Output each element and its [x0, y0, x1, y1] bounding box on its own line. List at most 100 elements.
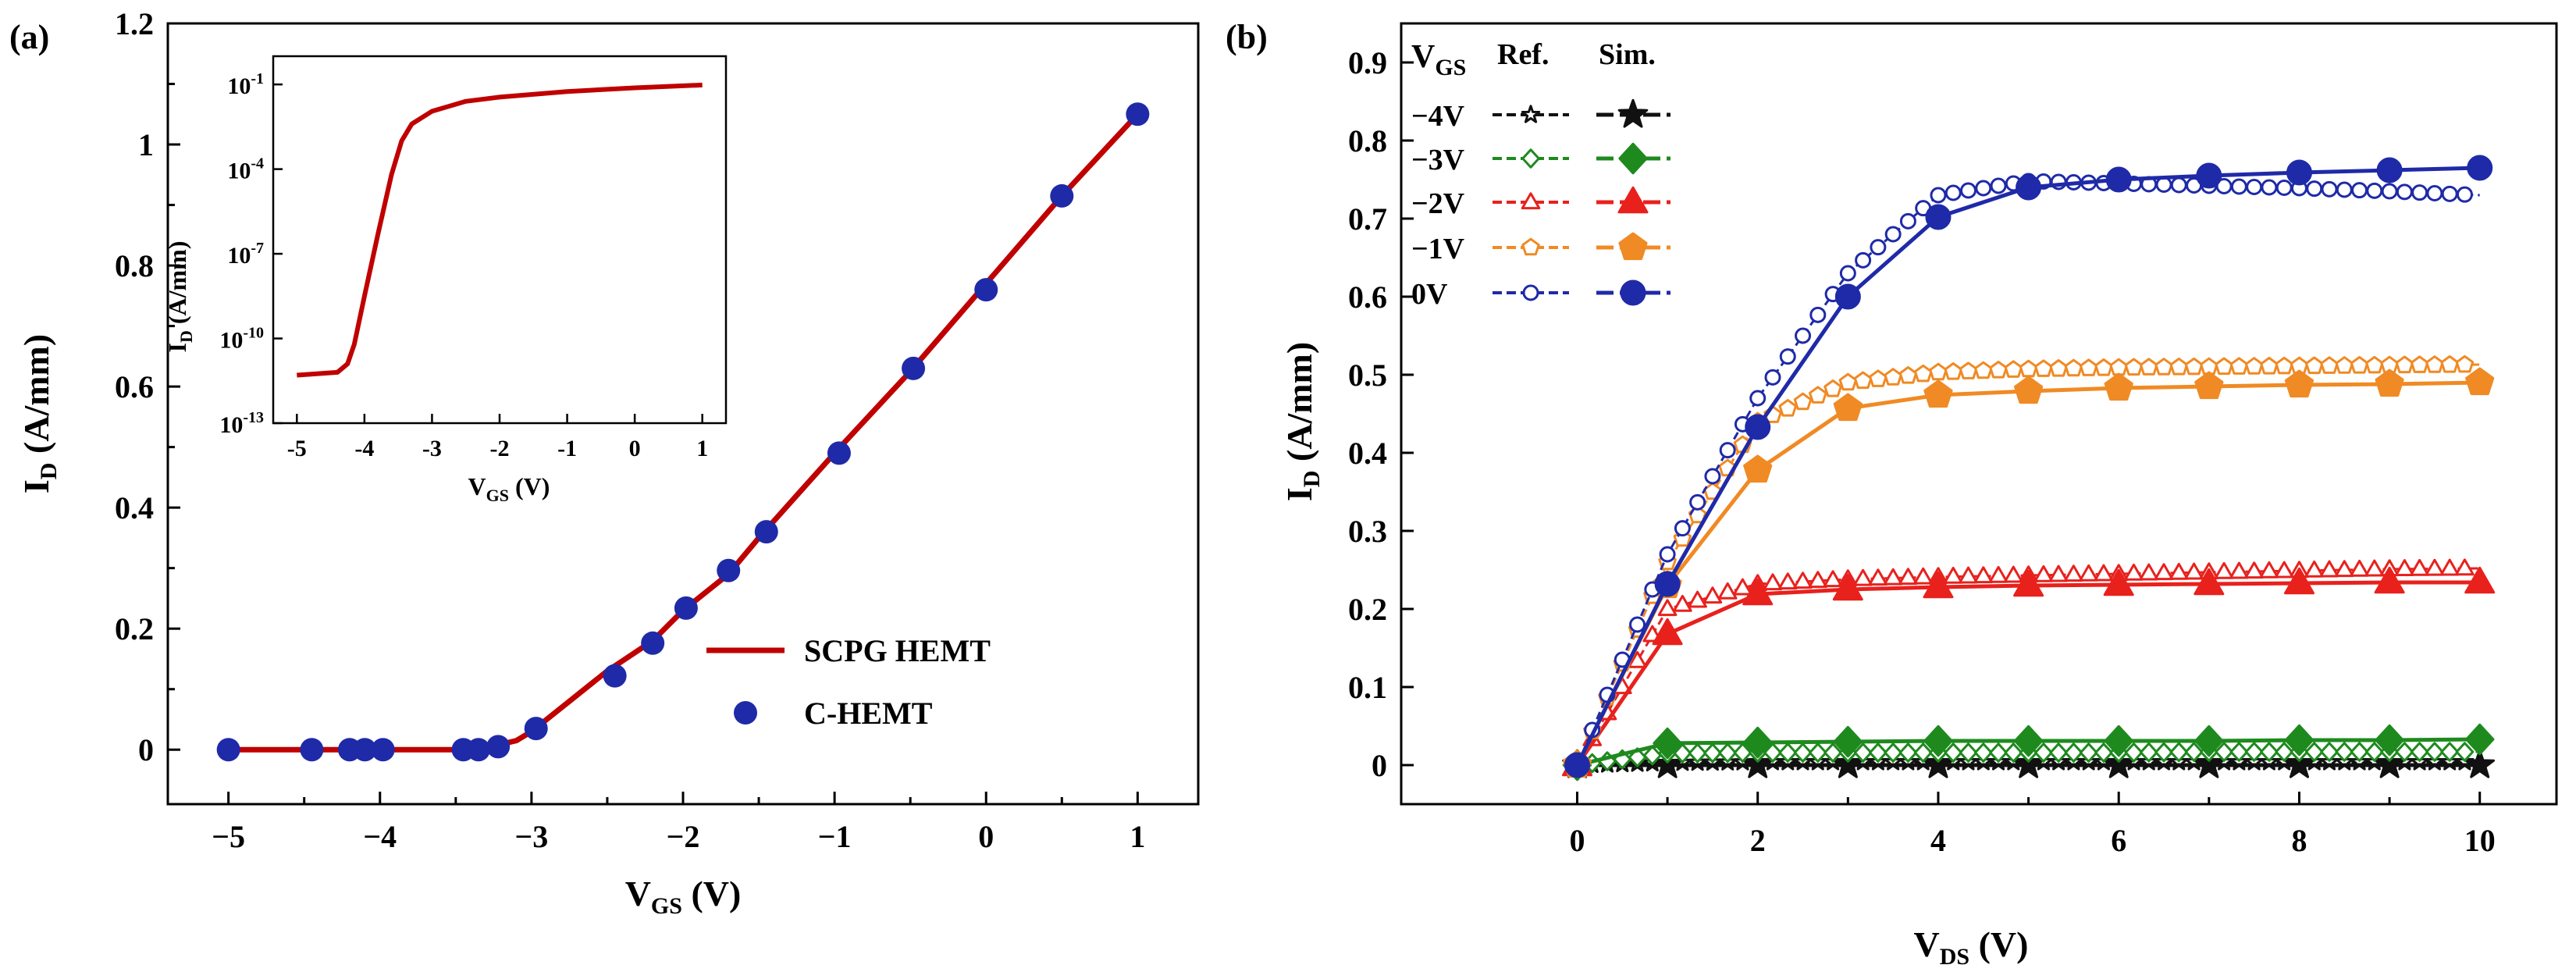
legend-marker-c-hemt	[734, 701, 757, 725]
inset-x-tick-label: 0	[629, 436, 641, 461]
reference-point-m3V	[1643, 745, 1662, 766]
reference-point-m2V	[1673, 594, 1692, 612]
reference-point-0V	[2261, 179, 2278, 196]
reference-point-m1V	[1944, 362, 1962, 380]
reference-point-m2V	[1628, 650, 1647, 668]
simulation-point-m2V	[1742, 578, 1774, 606]
reference-point-m1V	[1989, 361, 2008, 379]
reference-point-m3V	[2425, 742, 2444, 762]
data-point-c-hemt	[524, 717, 548, 741]
data-point-c-hemt	[1050, 183, 1074, 208]
reference-point-m2V	[2124, 563, 2144, 581]
reference-point-0V	[1674, 520, 1691, 537]
data-point-c-hemt	[674, 596, 698, 620]
reference-point-m3V	[2320, 742, 2339, 762]
simulation-point-m4V	[2013, 749, 2044, 778]
simulation-point-m1V	[1923, 379, 1953, 408]
panel-a-legend: SCPG HEMT C-HEMT	[706, 633, 991, 731]
reference-point-m1V	[2109, 358, 2128, 376]
reference-point-0V	[2456, 186, 2473, 203]
reference-point-m1V	[2229, 357, 2249, 375]
panel-b-y-tick-label: 0.3	[1348, 514, 1387, 549]
panel-b-ticks: 0 2 4 6 8 10 0 0.1 0.2 0.3 0.4 0.5 0.6 0.7 0.8 0.9	[1348, 45, 2496, 858]
reference-point-0V	[1704, 468, 1721, 485]
reference-point-m3V	[2455, 742, 2475, 762]
simulation-point-m2V	[1832, 573, 1863, 601]
simulation-point-m1V	[2104, 372, 2133, 401]
reference-point-m2V	[2335, 560, 2354, 578]
reference-point-m2V	[2364, 559, 2385, 577]
reference-point-m3V	[2064, 742, 2083, 763]
reference-point-0V	[2246, 179, 2263, 195]
reference-point-0V	[2366, 182, 2383, 199]
reference-point-m3V	[2004, 742, 2023, 763]
reference-point-m3V	[1853, 742, 1873, 763]
reference-point-m2V	[2410, 558, 2429, 576]
reference-point-m1V	[2184, 357, 2204, 376]
simulation-point-m3V	[2284, 724, 2314, 757]
legend-sim-marker-m4V	[1617, 98, 1649, 128]
reference-point-0V	[1839, 265, 1856, 282]
simulation-point-m2V	[2284, 567, 2314, 595]
reference-point-m3V	[2034, 742, 2053, 763]
data-point-c-hemt	[466, 738, 490, 762]
legend-header-sim: Sim.	[1599, 38, 1656, 71]
reference-point-m2V	[1913, 567, 1933, 585]
reference-point-0V	[1884, 226, 1902, 243]
reference-point-0V	[2381, 183, 2398, 200]
reference-point-m1V	[2154, 358, 2173, 376]
inset-x-tick-label: -4	[354, 436, 374, 461]
reference-point-m1V	[1838, 372, 1858, 391]
legend-ref-marker-m2V	[1521, 192, 1541, 210]
reference-point-m3V	[2094, 742, 2113, 763]
panel-b-x-tick-label: 2	[1750, 823, 1766, 858]
simulation-point-m3V	[2104, 725, 2133, 757]
reference-point-m2V	[1793, 571, 1813, 589]
reference-point-m1V	[2140, 358, 2158, 376]
simulation-point-m2V	[2464, 566, 2496, 594]
reference-point-m3V	[2365, 742, 2384, 762]
simulation-point-m2V	[2103, 568, 2134, 596]
reference-point-m1V	[1869, 369, 1888, 387]
reference-point-m1V	[1913, 364, 1933, 383]
simulation-point-m2V	[1652, 618, 1683, 646]
reference-point-m3V	[2215, 742, 2233, 762]
legend-rows: −4V −3V −2V −1V 0V	[1411, 98, 1670, 311]
legend-ref-marker-0V	[1522, 284, 1539, 301]
simulation-point-m4V	[2194, 749, 2225, 778]
reference-point-m1V	[2034, 359, 2053, 377]
reference-point-m3V	[1989, 742, 2008, 763]
reference-point-0V	[1749, 390, 1767, 407]
simulation-point-0V	[1745, 414, 1771, 440]
legend-label-0V: 0V	[1411, 278, 1448, 311]
simulation-point-m3V	[2375, 724, 2404, 757]
reference-point-m2V	[1717, 582, 1738, 600]
panel-a-x-tick-label: −2	[667, 819, 700, 854]
reference-point-0V	[1719, 442, 1736, 459]
panel-b-y-tick-label: 0.7	[1348, 201, 1387, 237]
panel-b-y-tick-label: 0.1	[1348, 670, 1387, 705]
reference-point-m2V	[1778, 572, 1798, 590]
reference-point-m2V	[2154, 563, 2174, 581]
reference-point-m1V	[1853, 371, 1873, 390]
reference-point-m2V	[1943, 566, 1963, 584]
reference-point-m2V	[1988, 565, 2008, 583]
simulation-point-m1V	[2194, 371, 2224, 400]
reference-point-m1V	[2335, 356, 2354, 374]
reference-point-m2V	[1763, 573, 1783, 591]
reference-point-m1V	[2440, 355, 2459, 373]
legend-label-m2V: −2V	[1411, 187, 1465, 220]
reference-point-m3V	[1913, 742, 1933, 763]
simulation-point-m4V	[1742, 749, 1774, 778]
reference-point-m3V	[2079, 742, 2098, 763]
reference-point-m3V	[2410, 742, 2429, 762]
reference-point-m1V	[2410, 355, 2429, 373]
reference-point-m2V	[1733, 578, 1752, 596]
reference-point-m1V	[1809, 386, 1827, 404]
inset-y-axis-label: ID (A/mm)	[163, 241, 196, 353]
reference-point-m2V	[2425, 558, 2445, 576]
legend-label-m4V: −4V	[1411, 100, 1465, 133]
simulation-point-0V	[2105, 166, 2132, 193]
reference-point-m2V	[2169, 562, 2189, 580]
simulation-line-0V	[1575, 166, 2480, 767]
